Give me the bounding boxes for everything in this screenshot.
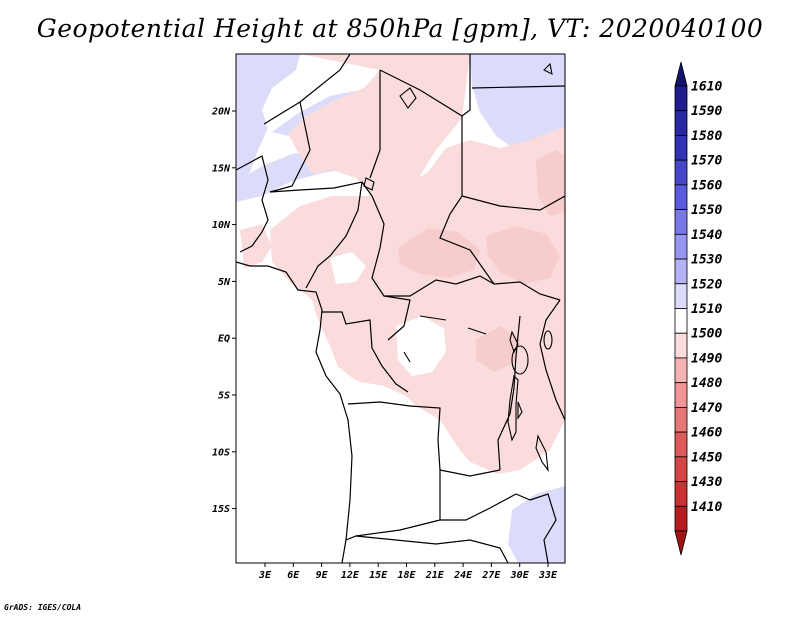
colorbar-swatch <box>675 185 687 210</box>
colorbar-label: 1590 <box>691 104 722 119</box>
latitude-axis: 20N 15N 10N 5N EQ 5S 10S 15S <box>211 107 236 516</box>
colorbar-swatch <box>675 284 687 309</box>
colorbar-label: 1510 <box>691 302 722 317</box>
colorbar-swatch <box>675 432 687 457</box>
longitude-axis: 3E 6E 9E 12E 15E 18E 21E 24E 27E 30E 33E <box>258 563 558 581</box>
colorbar-swatch <box>675 506 687 531</box>
lon-tick-label: 18E <box>397 570 416 581</box>
lat-tick-label: EQ <box>218 334 230 345</box>
lon-tick-label: 24E <box>453 570 473 581</box>
lat-tick-label: 5N <box>218 277 231 288</box>
colorbar-label: 1500 <box>691 327 722 342</box>
colorbar-swatch <box>675 160 687 185</box>
colorbar-label: 1410 <box>691 500 722 515</box>
colorbar: 1610 1590 1580 1570 1560 1550 1540 1530 1520 1510… <box>675 62 722 555</box>
grads-credit: GrADS: IGES/COLA <box>4 603 81 612</box>
colorbar-swatch <box>675 210 687 235</box>
lon-tick-label: 27E <box>481 570 501 581</box>
colorbar-label: 1580 <box>691 129 722 144</box>
colorbar-label: 1470 <box>691 401 722 416</box>
lat-tick-label: 5S <box>218 391 230 402</box>
colorbar-label: 1520 <box>691 277 722 292</box>
lat-tick-label: 20N <box>211 107 231 118</box>
colorbar-swatch <box>675 234 687 259</box>
lon-tick-label: 21E <box>425 570 445 581</box>
colorbar-label: 1490 <box>691 351 722 366</box>
lon-tick-label: 9E <box>316 570 329 581</box>
colorbar-swatch <box>675 309 687 334</box>
lon-tick-label: 12E <box>341 570 360 581</box>
colorbar-swatch <box>675 358 687 383</box>
colorbar-swatch <box>675 482 687 507</box>
lat-tick-label: 10N <box>212 220 231 231</box>
colorbar-label: 1570 <box>691 154 722 169</box>
colorbar-label: 1560 <box>691 178 722 193</box>
colorbar-label: 1460 <box>691 426 722 441</box>
colorbar-swatch <box>675 86 687 111</box>
lon-tick-label: 3E <box>258 570 272 581</box>
colorbar-label: 1550 <box>691 203 722 218</box>
colorbar-label: 1430 <box>691 475 722 490</box>
colorbar-swatch <box>675 407 687 432</box>
colorbar-swatch <box>675 259 687 284</box>
lon-tick-label: 15E <box>369 570 388 581</box>
colorbar-swatch <box>675 383 687 408</box>
colorbar-top-cap <box>675 62 687 86</box>
colorbar-label: 1610 <box>691 80 722 95</box>
lon-tick-label: 33E <box>538 570 558 581</box>
colorbar-swatch <box>675 111 687 136</box>
colorbar-swatch <box>675 135 687 160</box>
height-field <box>236 54 565 563</box>
colorbar-swatch <box>675 333 687 358</box>
colorbar-swatch <box>675 457 687 482</box>
map-figure: 20N 15N 10N 5N EQ 5S 10S 15S 3E 6E 9E 12E 15E 18E 21E… <box>0 0 800 618</box>
colorbar-label: 1530 <box>691 253 722 268</box>
colorbar-label: 1450 <box>691 450 722 465</box>
lat-tick-label: 15S <box>212 504 230 515</box>
lat-tick-label: 10S <box>212 447 230 458</box>
colorbar-label: 1540 <box>691 228 722 243</box>
colorbar-bottom-cap <box>675 531 687 555</box>
colorbar-label: 1480 <box>691 376 722 391</box>
lon-tick-label: 30E <box>510 570 530 581</box>
lon-tick-label: 6E <box>287 570 300 581</box>
lat-tick-label: 15N <box>212 163 231 174</box>
